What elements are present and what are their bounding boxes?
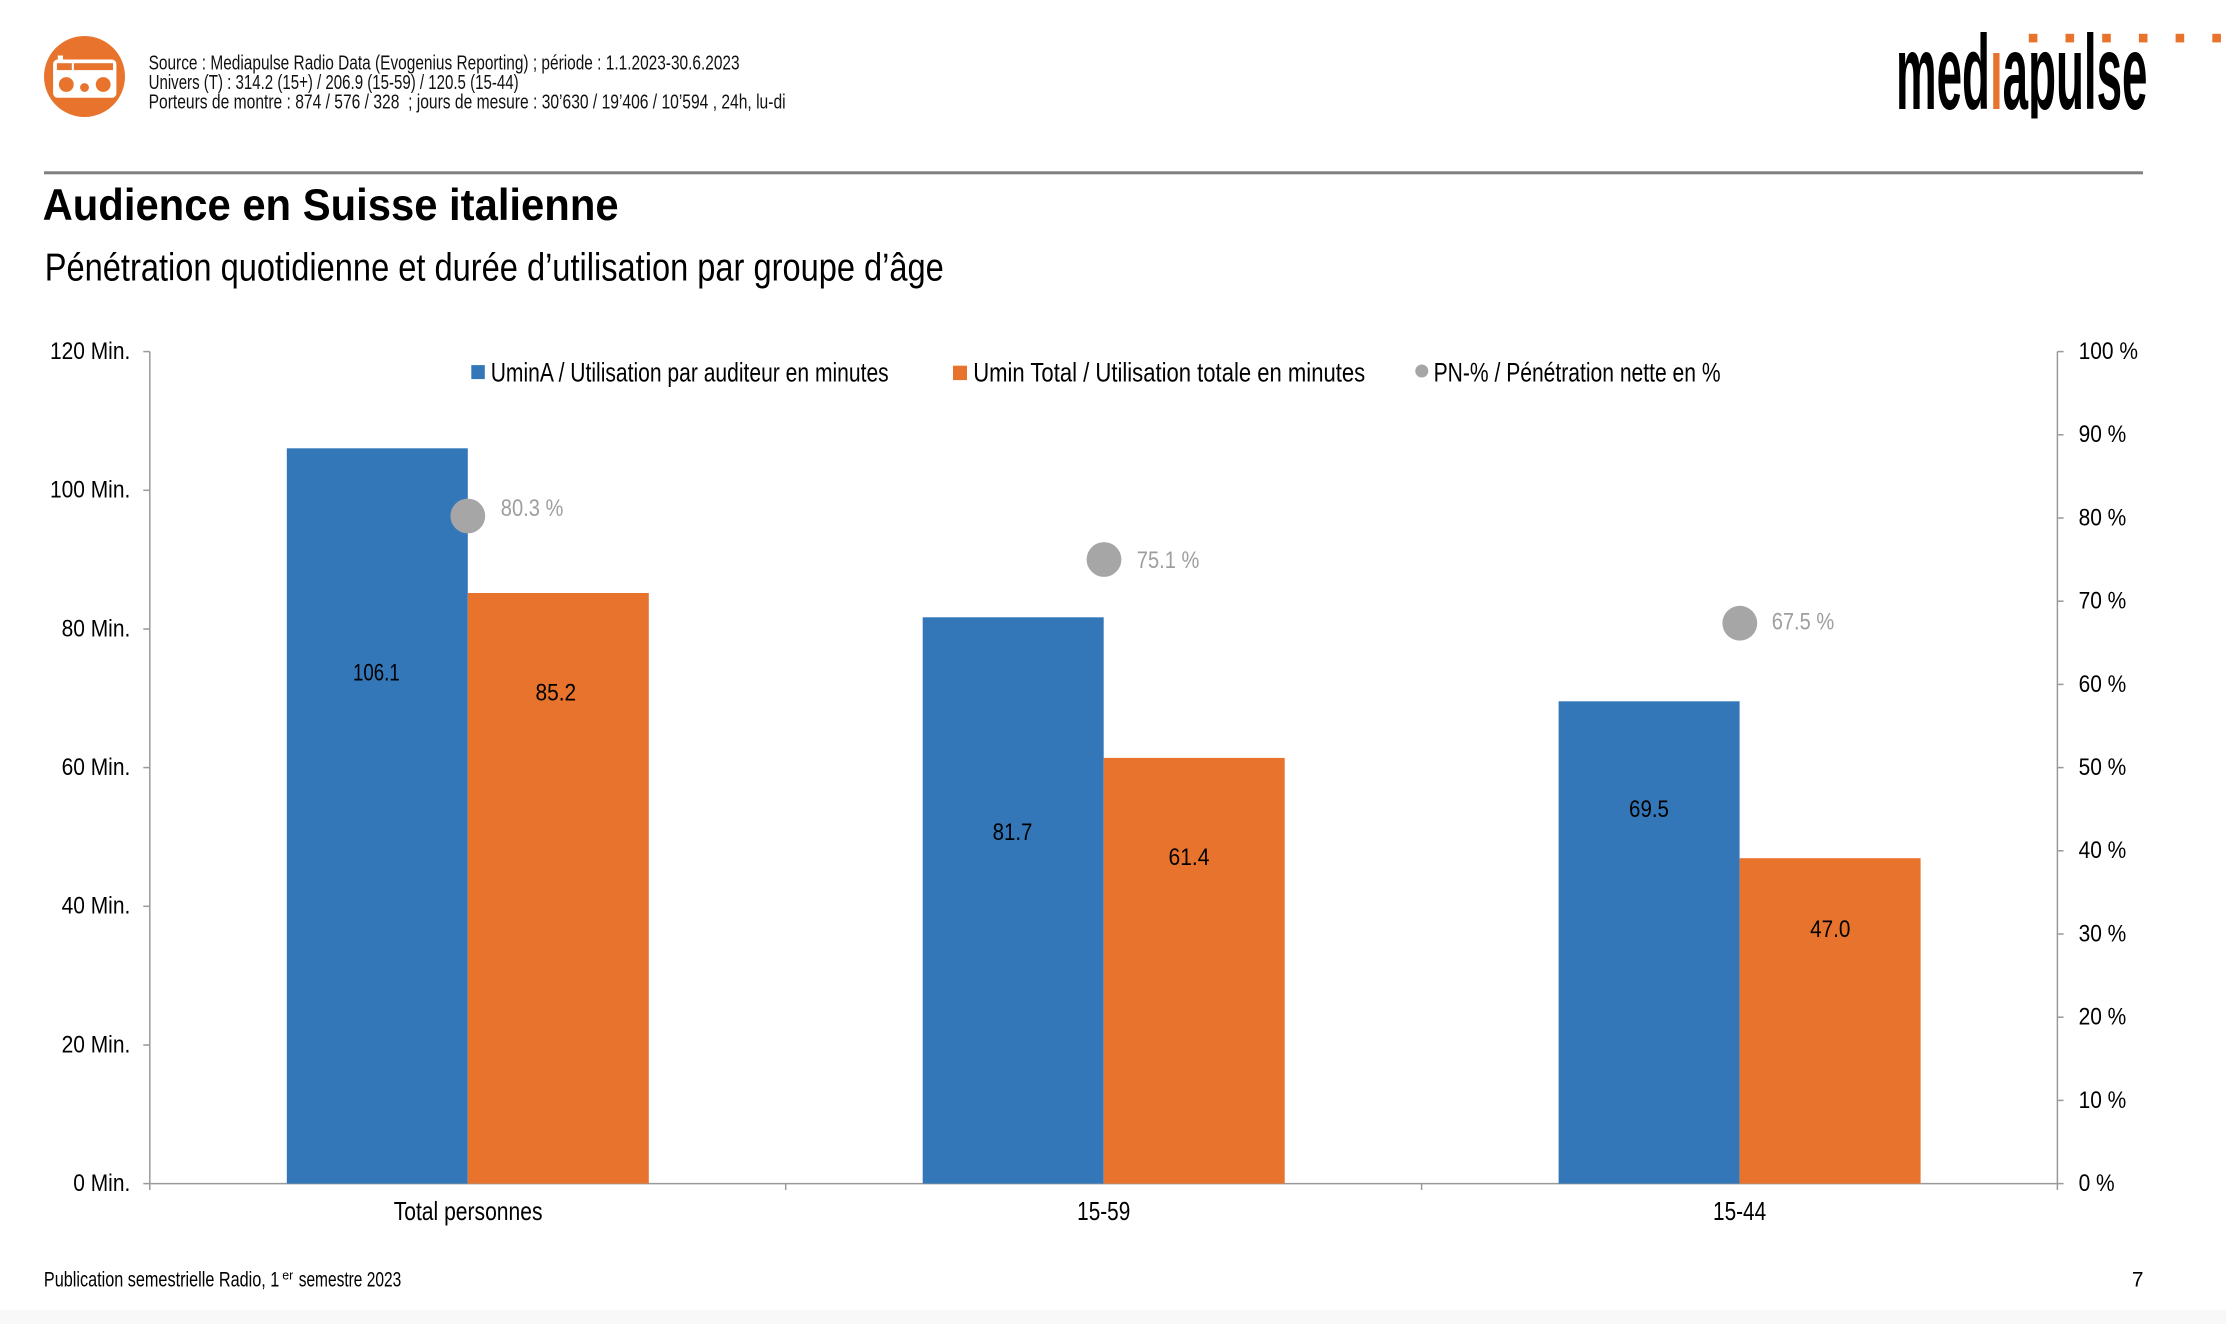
svg-text:60 Min.: 60 Min. — [62, 754, 131, 781]
svg-text:0 Min.: 0 Min. — [73, 1170, 130, 1197]
svg-text:69.5: 69.5 — [1629, 796, 1669, 823]
svg-text:Source : Mediapulse Radio Data: Source : Mediapulse Radio Data (Evogeniu… — [149, 51, 740, 74]
svg-text:semestre 2023: semestre 2023 — [299, 1269, 402, 1292]
svg-text:67.5 %: 67.5 % — [1772, 609, 1835, 636]
svg-text:100 %: 100 % — [2079, 338, 2138, 365]
svg-text:20 Min.: 20 Min. — [62, 1031, 131, 1058]
svg-text:Pénétration quotidienne et dur: Pénétration quotidienne et durée d’utili… — [45, 246, 944, 289]
svg-text:75.1 %: 75.1 % — [1137, 547, 1200, 574]
svg-text:61.4: 61.4 — [1169, 844, 1210, 871]
svg-text:106.1: 106.1 — [353, 659, 400, 686]
svg-text:60 %: 60 % — [2079, 671, 2127, 698]
svg-text:0 %: 0 % — [2079, 1170, 2115, 1197]
svg-text:70 %: 70 % — [2079, 588, 2127, 615]
svg-text:15-44: 15-44 — [1713, 1196, 1766, 1226]
svg-text:10 %: 10 % — [2079, 1087, 2127, 1114]
svg-text:medıapulse: medıapulse — [1896, 14, 2147, 132]
svg-text:UminA / Utilisation par audite: UminA / Utilisation par auditeur en minu… — [491, 357, 889, 387]
svg-text:30 %: 30 % — [2079, 920, 2127, 947]
svg-text:15-59: 15-59 — [1077, 1196, 1130, 1226]
svg-text:7: 7 — [2132, 1269, 2144, 1292]
svg-text:85.2: 85.2 — [536, 680, 577, 707]
svg-text:120 Min.: 120 Min. — [50, 338, 130, 365]
svg-text:Total personnes: Total personnes — [394, 1196, 543, 1226]
svg-text:PN-% / Pénétration nette en %: PN-% / Pénétration nette en % — [1434, 357, 1721, 387]
svg-text:50 %: 50 % — [2079, 754, 2127, 781]
svg-text:90 %: 90 % — [2079, 421, 2127, 448]
svg-text:Univers (T) : 314.2 (15+) / 20: Univers (T) : 314.2 (15+) / 206.9 (15-59… — [149, 71, 519, 94]
svg-text:47.0: 47.0 — [1810, 916, 1850, 943]
svg-text:40 Min.: 40 Min. — [62, 893, 131, 920]
svg-text:er: er — [282, 1268, 294, 1283]
svg-text:81.7: 81.7 — [993, 819, 1033, 846]
svg-text:Umin Total / Utilisation total: Umin Total / Utilisation totale en minut… — [973, 357, 1365, 387]
svg-text:Audience en Suisse italienne: Audience en Suisse italienne — [43, 180, 619, 230]
svg-text:100 Min.: 100 Min. — [50, 477, 130, 504]
svg-text:40 %: 40 % — [2079, 837, 2127, 864]
svg-text:Publication semestrielle Radio: Publication semestrielle Radio, 1 — [44, 1269, 279, 1292]
svg-text:80 Min.: 80 Min. — [62, 615, 131, 642]
svg-text:80.3 %: 80.3 % — [501, 495, 564, 522]
svg-text:80 %: 80 % — [2079, 504, 2127, 531]
svg-text:Porteurs de montre : 874 / 576: Porteurs de montre : 874 / 576 / 328 ; j… — [149, 91, 786, 114]
svg-text:20 %: 20 % — [2079, 1004, 2127, 1031]
